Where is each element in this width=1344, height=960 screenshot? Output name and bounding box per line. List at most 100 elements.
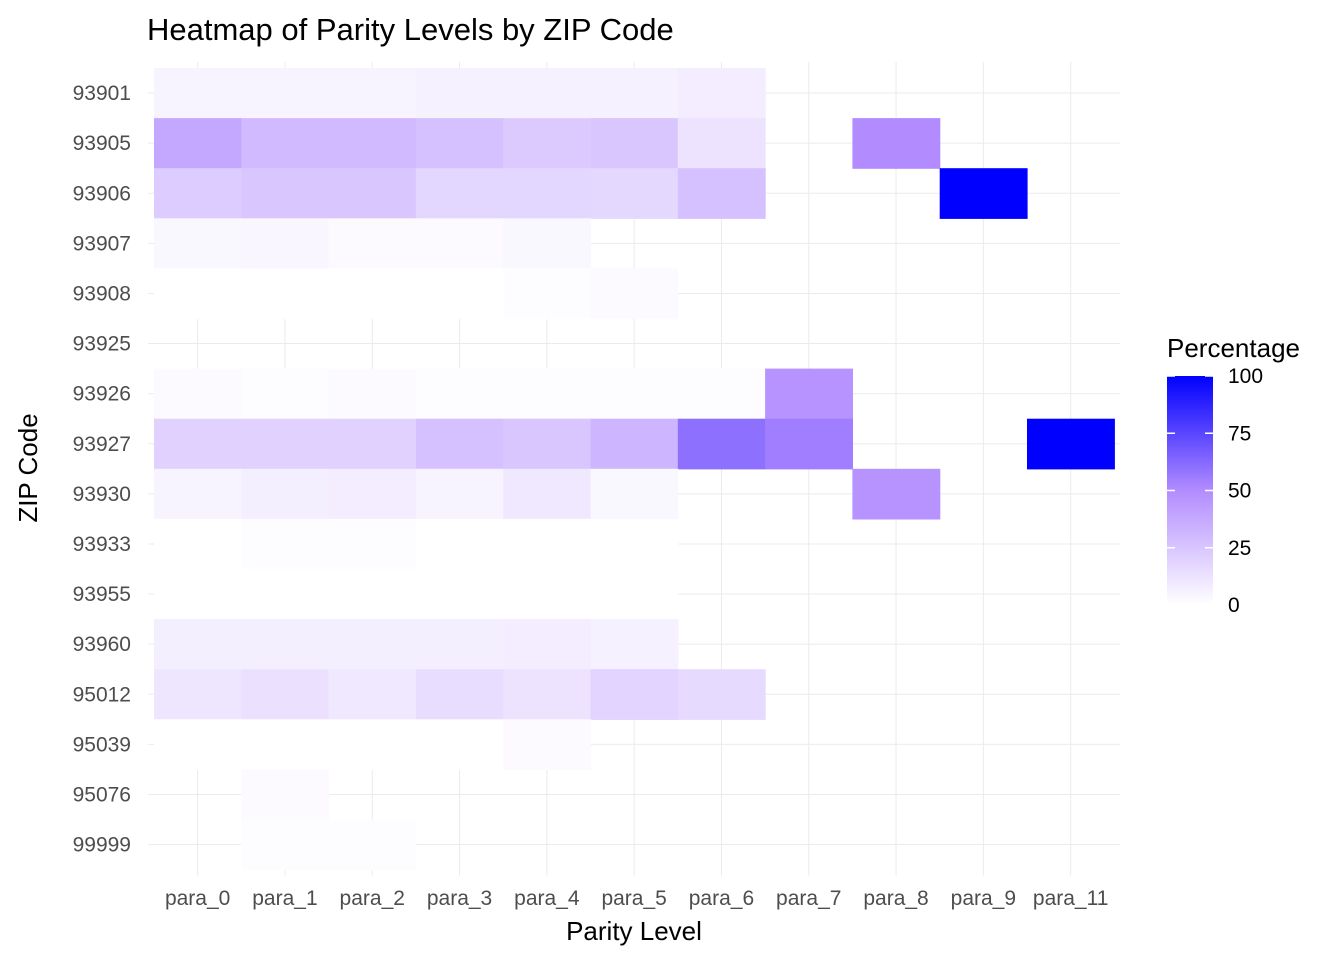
heatmap-cell-93933-para_2 xyxy=(328,518,417,570)
heatmap-cell-93908-para_3 xyxy=(415,268,504,320)
y-tick-label: 93927 xyxy=(73,433,131,456)
y-tick-label: 93907 xyxy=(73,232,131,255)
legend: Percentage 0 25 50 75 100 xyxy=(1167,333,1300,617)
heatmap-cell-93927-para_5 xyxy=(590,418,679,470)
heatmap-cell-95012-para_6 xyxy=(677,669,766,720)
heatmap-cell-95039-para_3 xyxy=(415,719,504,770)
heatmap-cell-93901-para_5 xyxy=(590,68,679,119)
y-tick-label: 95039 xyxy=(73,733,131,756)
x-tick-label: para_2 xyxy=(340,887,405,910)
heatmap-cell-93955-para_3 xyxy=(415,569,504,620)
heatmap-cell-93906-para_1 xyxy=(241,168,330,219)
y-tick-label: 93960 xyxy=(73,633,131,656)
heatmap-cell-93955-para_2 xyxy=(328,569,417,620)
heatmap-cell-93933-para_1 xyxy=(241,518,330,570)
heatmap-cell-93906-para_5 xyxy=(590,168,679,219)
y-tick-label: 93955 xyxy=(73,583,131,606)
heatmap-cell-93933-para_5 xyxy=(590,518,679,570)
heatmap-cell-95012-para_0 xyxy=(154,669,242,720)
x-tick-label: para_9 xyxy=(951,887,1016,910)
heatmap-cell-93905-para_1 xyxy=(241,118,330,169)
heatmap-cell-95039-para_2 xyxy=(328,719,417,770)
heatmap-cell-93906-para_9 xyxy=(939,168,1028,219)
legend-tick-label: 25 xyxy=(1228,537,1251,560)
x-axis-title: Parity Level xyxy=(566,916,702,946)
heatmap-cell-93905-para_3 xyxy=(415,118,504,169)
heatmap-cell-93905-para_0 xyxy=(154,118,242,169)
heatmap-cell-93926-para_0 xyxy=(154,368,242,420)
legend-ticks: 0 25 50 75 100 xyxy=(1167,365,1263,617)
heatmap-cell-93907-para_4 xyxy=(503,218,592,269)
heatmap-cell-93906-para_2 xyxy=(328,168,417,219)
heatmap-cell-93926-para_6 xyxy=(677,368,766,420)
heatmap-cell-95039-para_0 xyxy=(154,719,242,770)
heatmap-cell-93901-para_1 xyxy=(241,68,330,119)
heatmap-cell-93905-para_8 xyxy=(852,118,941,169)
heatmap-cell-93933-para_0 xyxy=(154,518,242,570)
heatmap-cell-99999-para_2 xyxy=(328,819,417,871)
y-tick-label: 99999 xyxy=(73,834,131,857)
heatmap-cell-93927-para_11 xyxy=(1027,418,1115,470)
heatmap-cell-93933-para_3 xyxy=(415,518,504,570)
y-axis-title: ZIP Code xyxy=(13,413,43,522)
heatmap-cell-93927-para_1 xyxy=(241,418,330,470)
heatmap-cell-95012-para_3 xyxy=(415,669,504,720)
heatmap-cell-93907-para_1 xyxy=(241,218,330,269)
heatmap-cells xyxy=(154,68,1115,871)
heatmap-cell-93930-para_2 xyxy=(328,468,417,520)
heatmap-cell-93926-para_1 xyxy=(241,368,330,420)
heatmap-cell-95012-para_1 xyxy=(241,669,330,720)
heatmap-cell-93930-para_3 xyxy=(415,468,504,520)
heatmap-cell-95012-para_5 xyxy=(590,669,679,720)
y-tick-label: 95076 xyxy=(73,783,131,806)
y-tick-label: 93930 xyxy=(73,483,131,506)
y-tick-label: 93906 xyxy=(73,182,131,205)
heatmap-cell-93908-para_1 xyxy=(241,268,330,320)
heatmap-cell-93927-para_4 xyxy=(503,418,592,470)
heatmap-cell-93908-para_5 xyxy=(590,268,679,320)
heatmap-cell-93955-para_5 xyxy=(590,569,679,620)
x-axis-ticks: para_0 para_1 para_2 para_3 para_4 para_5 para… xyxy=(165,887,1108,910)
y-tick-label: 93905 xyxy=(73,132,131,155)
x-tick-label: para_5 xyxy=(601,887,666,910)
heatmap-cell-99999-para_1 xyxy=(241,819,330,871)
heatmap-cell-93907-para_3 xyxy=(415,218,504,269)
heatmap-cell-93930-para_1 xyxy=(241,468,330,520)
x-tick-label: para_11 xyxy=(1033,887,1109,910)
heatmap-cell-93960-para_0 xyxy=(154,619,242,670)
heatmap-cell-95076-para_1 xyxy=(241,769,330,821)
y-tick-label: 93926 xyxy=(73,383,131,406)
chart-title: Heatmap of Parity Levels by ZIP Code xyxy=(147,12,674,47)
heatmap-cell-93906-para_6 xyxy=(677,168,766,219)
heatmap-cell-95012-para_2 xyxy=(328,669,417,720)
heatmap-cell-93927-para_2 xyxy=(328,418,417,470)
heatmap-cell-93960-para_5 xyxy=(590,619,679,670)
heatmap-cell-93930-para_5 xyxy=(590,468,679,520)
x-tick-label: para_0 xyxy=(165,887,230,910)
heatmap-cell-93901-para_3 xyxy=(415,68,504,119)
heatmap-cell-93906-para_3 xyxy=(415,168,504,219)
legend-tick-label: 0 xyxy=(1228,594,1240,617)
heatmap-cell-93905-para_4 xyxy=(503,118,592,169)
y-tick-label: 93901 xyxy=(73,82,131,105)
y-tick-label: 93925 xyxy=(73,333,131,356)
heatmap-cell-93907-para_0 xyxy=(154,218,242,269)
heatmap-cell-93907-para_2 xyxy=(328,218,417,269)
heatmap-cell-93930-para_4 xyxy=(503,468,592,520)
heatmap-cell-93930-para_8 xyxy=(852,468,941,520)
heatmap-cell-95039-para_1 xyxy=(241,719,330,770)
heatmap-cell-93901-para_0 xyxy=(154,68,242,119)
heatmap-cell-93926-para_5 xyxy=(590,368,679,420)
heatmap-cell-93906-para_4 xyxy=(503,168,592,219)
heatmap-cell-93960-para_3 xyxy=(415,619,504,670)
heatmap-cell-93926-para_2 xyxy=(328,368,417,420)
heatmap-cell-95039-para_4 xyxy=(503,719,592,770)
heatmap-cell-93927-para_7 xyxy=(765,418,853,470)
heatmap-cell-93933-para_4 xyxy=(503,518,592,570)
heatmap-cell-93908-para_4 xyxy=(503,268,592,320)
heatmap-cell-93955-para_0 xyxy=(154,569,242,620)
heatmap-cell-93901-para_4 xyxy=(503,68,592,119)
x-tick-label: para_7 xyxy=(776,887,841,910)
legend-tick-label: 100 xyxy=(1228,365,1263,388)
